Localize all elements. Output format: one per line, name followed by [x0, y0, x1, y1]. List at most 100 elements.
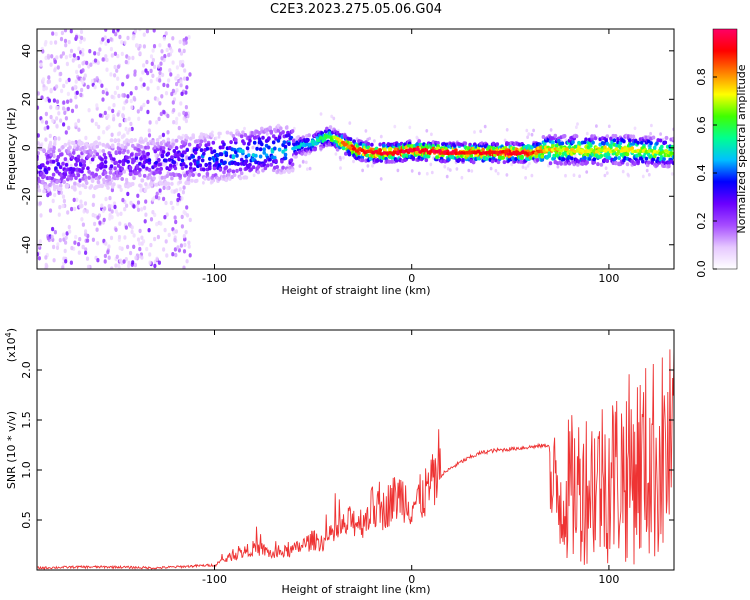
heat-cell [69, 260, 73, 265]
heat-cell [95, 76, 99, 81]
heat-cell [229, 131, 233, 136]
heat-cell [631, 134, 636, 139]
heat-cell [160, 94, 164, 99]
heat-cell [86, 166, 90, 171]
heat-cell [352, 159, 355, 164]
heat-cell [425, 129, 429, 133]
heat-cell [131, 55, 135, 61]
heat-cell [177, 157, 181, 162]
heat-cell [175, 65, 179, 70]
heat-cell [60, 30, 64, 36]
heat-cell [146, 70, 150, 76]
heat-cell [244, 159, 249, 164]
heat-cell [58, 238, 62, 243]
heat-cell [166, 137, 171, 142]
heat-cell [142, 63, 146, 68]
heat-cell [80, 141, 84, 146]
heat-cell [479, 129, 483, 134]
heat-cell [417, 171, 421, 176]
heat-cell [113, 138, 117, 143]
heat-cell [81, 80, 85, 85]
heat-cell [124, 225, 128, 230]
heat-cell [167, 78, 171, 83]
heat-cell [151, 197, 155, 202]
heat-cell [159, 166, 163, 171]
heat-cell [49, 62, 53, 67]
heat-cell [158, 135, 162, 140]
heat-cell [79, 39, 83, 44]
heat-cell [112, 114, 116, 119]
heat-cell [183, 68, 187, 73]
heat-cell [71, 150, 76, 155]
heat-cell [68, 152, 72, 157]
heat-cell [86, 264, 91, 269]
heat-cell [344, 151, 348, 156]
heat-cell [152, 44, 157, 49]
heat-cell [262, 150, 267, 155]
heat-cell [103, 253, 107, 259]
heat-cell [126, 35, 130, 41]
heat-cell [130, 105, 134, 110]
heat-cell [171, 227, 175, 232]
heat-cell [415, 147, 420, 152]
heat-cell [287, 170, 291, 174]
heat-cell [265, 163, 270, 168]
heat-cell [178, 173, 182, 178]
heat-cell [145, 246, 149, 252]
heat-cell [120, 40, 124, 45]
heat-cell [47, 79, 52, 84]
heat-cell [524, 166, 528, 170]
heat-cell [271, 134, 276, 139]
heat-cell [636, 140, 640, 145]
heat-cell [47, 98, 52, 103]
heat-cell [96, 258, 100, 263]
heat-cell [98, 220, 102, 225]
heat-cell [231, 154, 236, 159]
heat-cell [110, 215, 114, 220]
heat-cell [77, 242, 81, 247]
heat-cell [122, 148, 127, 153]
y-tick-label: 20 [20, 92, 33, 106]
heat-cell [258, 154, 263, 159]
heat-cell [267, 136, 271, 141]
heat-cell [146, 109, 150, 115]
heat-cell [49, 40, 53, 45]
heat-cell [584, 137, 588, 142]
heat-cell [651, 157, 656, 162]
heat-cell [165, 212, 169, 217]
heat-cell [370, 142, 374, 147]
heat-cell [101, 142, 106, 147]
heat-cell [102, 152, 107, 157]
heat-cell [76, 157, 81, 162]
heat-cell [496, 160, 501, 165]
heat-cell [284, 125, 289, 130]
heat-cell [446, 167, 450, 171]
colorbar-tick-label: 0.0 [695, 260, 708, 278]
heat-cell [170, 155, 174, 160]
heat-cell [105, 91, 109, 96]
heat-cell [628, 147, 633, 151]
heat-cell [150, 181, 154, 185]
heat-cell [138, 183, 142, 188]
heat-cell [81, 52, 85, 57]
heat-cell [109, 46, 113, 52]
heat-cell [393, 124, 397, 129]
heat-cell [116, 76, 120, 81]
heat-cell [129, 91, 133, 96]
heat-cell [252, 140, 257, 145]
heat-cell [607, 124, 611, 129]
heat-cell [185, 76, 189, 81]
heat-cell [126, 149, 130, 154]
heat-cell [139, 106, 143, 112]
heat-cell [53, 230, 58, 235]
heat-cell [262, 147, 267, 152]
heat-cell [98, 47, 102, 52]
heat-cell [561, 157, 566, 162]
heat-cell [490, 159, 495, 164]
x-tick-label: 0 [408, 272, 415, 285]
heat-cell [136, 207, 141, 212]
heat-cell [655, 141, 659, 146]
heat-cell [169, 200, 173, 206]
heat-cell [149, 68, 153, 74]
heat-cell [366, 141, 371, 146]
